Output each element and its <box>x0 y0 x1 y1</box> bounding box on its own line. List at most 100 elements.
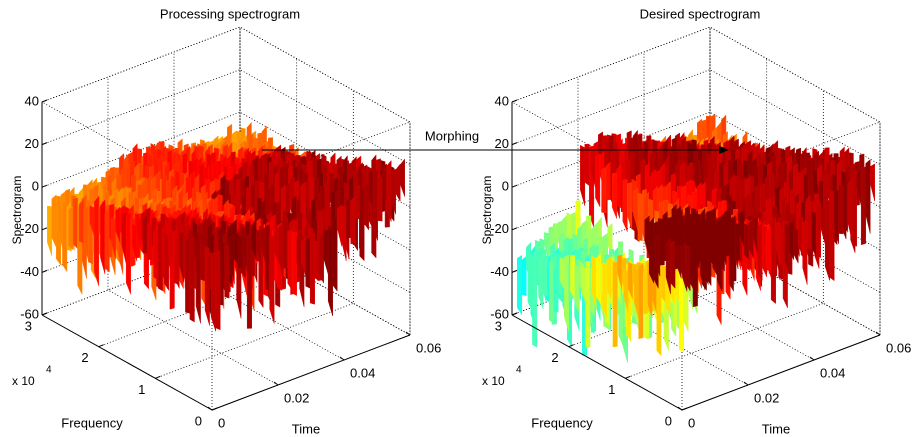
surface-patch <box>215 250 221 331</box>
surface-patch <box>350 195 356 245</box>
y-exponent-base: x 10 <box>482 374 505 388</box>
z-tick-label: -40 <box>20 264 39 279</box>
surface-patch <box>163 232 169 292</box>
surface-patch <box>100 199 106 275</box>
surface-patch <box>591 256 597 310</box>
x-tick <box>809 356 815 361</box>
surface-patch <box>542 254 548 298</box>
x-tick <box>677 406 683 411</box>
surface-patch <box>680 242 686 289</box>
z-tick-label: -20 <box>20 221 39 236</box>
y-tick-label: 3 <box>495 318 502 333</box>
surface-patch <box>110 218 116 260</box>
surface-patch <box>377 175 383 222</box>
y-tick <box>681 407 688 411</box>
surface-patch <box>743 223 749 260</box>
surface-patch <box>601 166 607 214</box>
surface-patch <box>838 184 844 235</box>
surface-patch <box>287 229 293 292</box>
z-axis-label: Spectrogram <box>10 176 24 245</box>
surface-patch <box>784 223 790 272</box>
x-axis-label: Time <box>292 421 320 436</box>
surface-patch <box>847 180 853 241</box>
surface-patch <box>642 272 648 315</box>
surface-patch <box>757 222 763 281</box>
surface-patch <box>228 234 234 280</box>
surface-patch <box>538 257 544 309</box>
surface-patch <box>655 234 661 277</box>
z-axis-label: Spectrogram <box>480 176 494 245</box>
x-tick <box>743 381 749 386</box>
surface-patch <box>851 169 857 247</box>
y-tick <box>211 407 218 411</box>
x-tick <box>405 331 411 336</box>
surface-patch <box>200 243 206 282</box>
surface-patch <box>368 170 374 207</box>
z-tick-label: 0 <box>32 179 39 194</box>
surface-patch <box>806 212 812 249</box>
z-tick <box>41 184 48 188</box>
surface-patch <box>860 166 866 246</box>
surface-patch <box>665 237 671 294</box>
surface-patch <box>521 255 527 297</box>
x-tick-label: 0 <box>688 415 695 430</box>
surface-patch <box>264 223 270 291</box>
surface-patch <box>136 217 142 252</box>
plots: -60-40-2002040012300.020.040.06Processin… <box>10 6 911 436</box>
surface-patch <box>185 236 191 314</box>
surface-patch <box>595 252 601 305</box>
surface-patch <box>72 197 78 250</box>
surface-patch <box>305 236 311 289</box>
x-tick-label: 0.06 <box>416 340 441 355</box>
x-tick-label: 0.02 <box>284 390 309 405</box>
z-tick <box>511 227 518 231</box>
surface-patch <box>246 232 252 329</box>
grid-line <box>643 52 815 361</box>
surface <box>517 114 875 363</box>
x-axis <box>211 334 411 411</box>
surface-patch <box>527 253 533 313</box>
surface-patch <box>341 206 347 261</box>
surface-patch <box>309 231 315 305</box>
z-tick <box>41 269 48 273</box>
z-tick <box>511 184 518 188</box>
surface-patch <box>363 181 369 231</box>
x-tick <box>273 381 279 386</box>
surface-patch <box>685 245 691 292</box>
surface-patch <box>210 251 216 332</box>
y-axis <box>511 314 683 411</box>
z-tick-label: 20 <box>495 136 509 151</box>
surface-patch <box>179 232 185 283</box>
z-tick <box>41 227 48 231</box>
grid-line <box>577 77 749 386</box>
surface-patch <box>606 256 612 300</box>
z-tick-label: 40 <box>495 93 509 108</box>
y-tick <box>155 375 161 379</box>
z-tick <box>511 142 518 146</box>
surface-patch <box>278 222 284 277</box>
z-tick-label: -60 <box>490 306 509 321</box>
surface-patch <box>237 234 243 269</box>
x-tick-label: 0 <box>218 415 225 430</box>
surface-patch <box>703 219 709 285</box>
surface-patch <box>748 219 754 258</box>
surface-patch <box>659 230 665 266</box>
y-tick <box>511 312 518 316</box>
x-tick <box>339 356 345 361</box>
x-axis <box>681 334 881 411</box>
x-tick-label: 0.02 <box>754 390 779 405</box>
x-tick-label: 0.04 <box>350 365 375 380</box>
surface-patch <box>815 202 821 258</box>
z-tick <box>41 99 48 103</box>
surface-patch <box>824 199 830 281</box>
surface-patch <box>829 189 835 282</box>
surface-patch <box>206 251 212 291</box>
surface-patch <box>660 265 666 304</box>
surface-patch <box>712 222 718 277</box>
surface-patch <box>730 215 736 266</box>
z-tick-label: 40 <box>25 93 39 108</box>
surface-patch <box>318 231 324 285</box>
surface-patch <box>869 163 875 202</box>
surface-patch <box>670 240 676 289</box>
surface-patch <box>627 261 633 300</box>
